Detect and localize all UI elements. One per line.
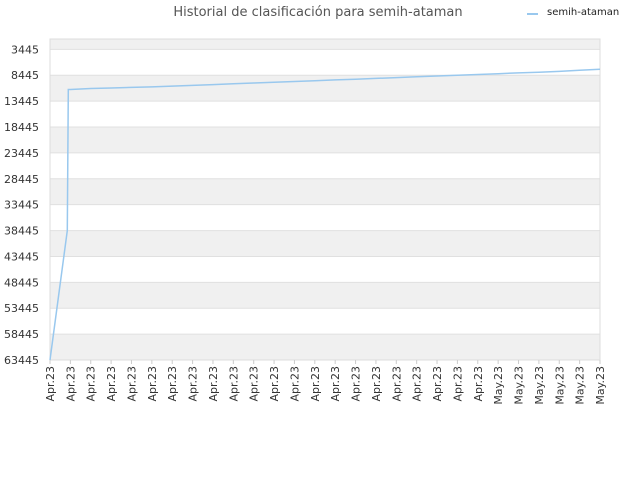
plot-band — [50, 75, 600, 102]
legend-swatch — [527, 13, 538, 15]
x-tick-label: Apr.23 — [207, 366, 220, 402]
y-tick-label: 43445 — [4, 250, 39, 263]
y-tick-label: 23445 — [4, 147, 39, 160]
plot-band — [50, 152, 600, 179]
x-tick-label: Apr.23 — [268, 366, 281, 402]
plot-band — [50, 282, 600, 309]
plot-band — [50, 334, 600, 360]
x-tick-label: Apr.23 — [451, 366, 464, 402]
x-tick-label: May.23 — [553, 366, 566, 405]
x-tick-label: May.23 — [492, 366, 505, 405]
x-tick-label: Apr.23 — [227, 366, 240, 402]
plot-band — [50, 127, 600, 153]
plot-band — [50, 101, 600, 128]
x-tick-label: Apr.23 — [329, 366, 342, 402]
x-tick-label: May.23 — [594, 366, 607, 405]
y-tick-label: 13445 — [4, 95, 39, 108]
x-tick-label: Apr.23 — [125, 366, 138, 402]
y-tick-label: 18445 — [4, 121, 39, 134]
x-tick-label: May.23 — [574, 366, 587, 405]
x-tick-label: Apr.23 — [105, 366, 118, 402]
plot-border — [49, 38, 601, 361]
plot-band — [50, 49, 600, 76]
y-tick-label: 38445 — [4, 225, 39, 238]
x-tick-label: Apr.23 — [248, 366, 261, 402]
x-tick-label: Apr.23 — [350, 366, 363, 402]
x-tick-label: Apr.23 — [85, 366, 98, 402]
x-tick-label: Apr.23 — [146, 366, 159, 402]
x-tick-label: Apr.23 — [370, 366, 383, 402]
y-tick-label: 58445 — [4, 328, 39, 341]
y-tick-label: 53445 — [4, 302, 39, 315]
series-line — [49, 68, 601, 361]
y-tick-label: 33445 — [4, 199, 39, 212]
y-tick-label: 63445 — [4, 354, 39, 367]
plot-band — [50, 204, 600, 231]
y-tick-label: 48445 — [4, 276, 39, 289]
x-tick-label: Apr.23 — [288, 366, 301, 402]
x-tick-label: Apr.23 — [472, 366, 485, 402]
x-tick-label: Apr.23 — [411, 366, 424, 402]
x-tick-label: Apr.23 — [390, 366, 403, 402]
x-tick-label: May.23 — [533, 366, 546, 405]
plot-band — [50, 39, 600, 50]
x-tick-label: Apr.23 — [187, 366, 200, 402]
x-tick-label: Apr.23 — [44, 366, 57, 402]
legend-label: semih-ataman — [547, 7, 620, 18]
y-tick-label: 8445 — [11, 69, 39, 82]
x-tick-label: Apr.23 — [431, 366, 444, 402]
x-tick-label: May.23 — [513, 366, 526, 405]
x-tick-label: Apr.23 — [64, 366, 77, 402]
x-tick-label: Apr.23 — [166, 366, 179, 402]
plot-band — [50, 230, 600, 257]
plot-band — [50, 178, 600, 205]
y-tick-label: 28445 — [4, 173, 39, 186]
plot-band — [50, 256, 600, 283]
y-tick-label: 3445 — [11, 43, 39, 56]
plot-band — [50, 308, 600, 335]
x-tick-label: Apr.23 — [309, 366, 322, 402]
chart-title: Historial de clasificación para semih-at… — [173, 5, 463, 20]
